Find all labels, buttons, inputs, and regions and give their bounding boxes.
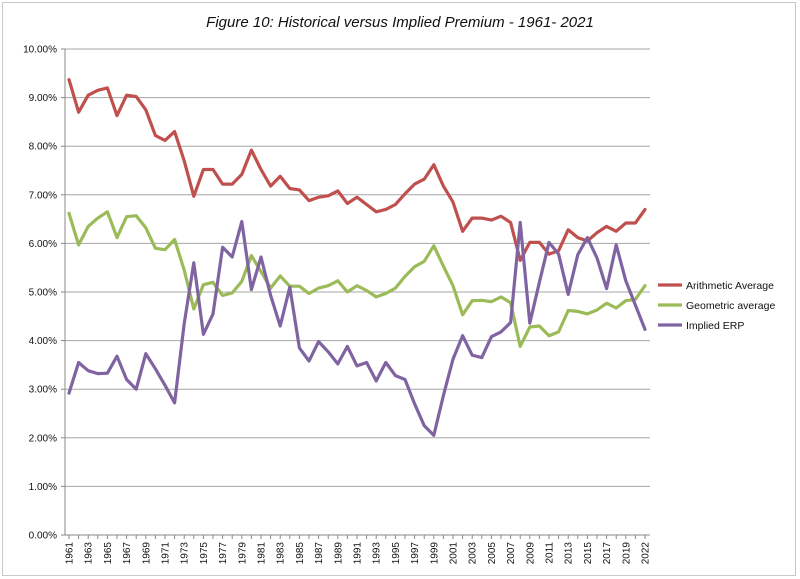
- x-tick-label: 1981: [257, 542, 268, 565]
- x-tick-label: 2001: [449, 542, 460, 565]
- chart-title: Figure 10: Historical versus Implied Pre…: [206, 14, 594, 31]
- x-tick-label: 2007: [506, 542, 517, 565]
- x-tick-label: 1961: [65, 542, 76, 565]
- y-tick-label: 1.00%: [29, 482, 57, 493]
- x-tick-label: 1967: [122, 542, 133, 565]
- x-tick-label: 1971: [161, 542, 172, 565]
- x-tick-label: 2022: [641, 542, 652, 565]
- x-tick-label: 1999: [429, 542, 440, 565]
- x-tick-label: 1979: [237, 542, 248, 565]
- x-tick-label: 2013: [564, 542, 575, 565]
- y-tick-label: 7.00%: [29, 190, 57, 201]
- x-tick-label: 2003: [468, 542, 479, 565]
- x-tick-label: 1963: [84, 542, 95, 565]
- x-tick-label: 1977: [218, 542, 229, 565]
- x-tick-label: 1973: [180, 542, 191, 565]
- legend-label: Geometric average: [686, 300, 775, 312]
- series-line-geometric-average: [67, 210, 647, 348]
- x-tick-label: 1993: [372, 542, 383, 565]
- x-tick-label: 1975: [199, 542, 210, 565]
- x-tick-label: 2011: [545, 542, 556, 564]
- y-tick-label: 0.00%: [29, 531, 57, 542]
- series-line-arithmetic-average: [67, 77, 647, 262]
- y-tick-label: 2.00%: [29, 433, 57, 444]
- x-tick-label: 1997: [410, 542, 421, 565]
- x-tick-label: 2017: [602, 542, 613, 565]
- y-tick-label: 3.00%: [29, 385, 57, 396]
- x-tick-label: 1985: [295, 542, 306, 565]
- y-tick-label: 8.00%: [29, 142, 57, 153]
- x-tick-label: 1991: [353, 542, 364, 565]
- x-tick-label: 2015: [583, 542, 594, 565]
- x-tick-label: 1969: [141, 542, 152, 565]
- y-tick-label: 5.00%: [29, 288, 57, 299]
- x-tick-label: 2019: [621, 542, 632, 565]
- y-tick-label: 10.00%: [23, 45, 57, 56]
- legend-label: Implied ERP: [686, 320, 744, 332]
- x-tick-label: 2009: [525, 542, 536, 565]
- legend-label: Arithmetic Average: [686, 280, 774, 292]
- y-tick-label: 4.00%: [29, 336, 57, 347]
- x-tick-label: 2005: [487, 542, 498, 565]
- y-tick-label: 6.00%: [29, 239, 57, 250]
- x-tick-label: 1987: [314, 542, 325, 565]
- x-tick-label: 1983: [276, 542, 287, 565]
- x-tick-label: 1989: [333, 542, 344, 565]
- y-tick-label: 9.00%: [29, 93, 57, 104]
- series-line-implied-erp: [67, 219, 647, 437]
- x-tick-label: 1965: [103, 542, 114, 565]
- x-tick-label: 1995: [391, 542, 402, 565]
